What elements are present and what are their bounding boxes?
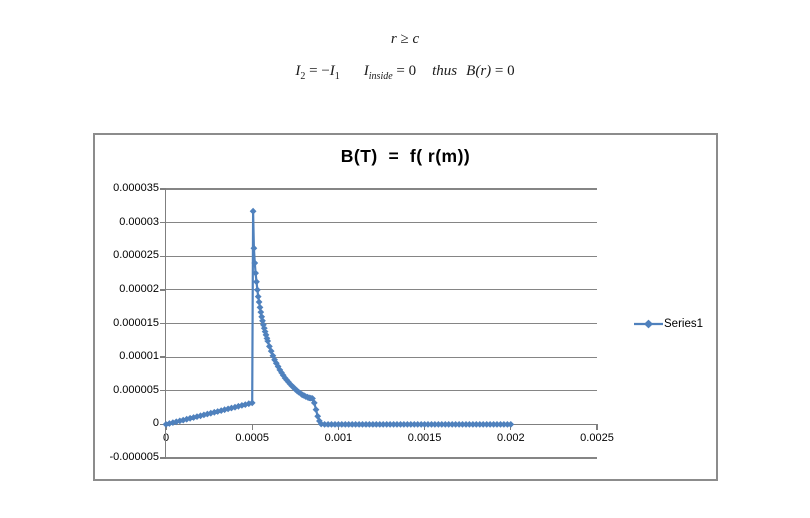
y-tick-label: 0.000035: [113, 182, 159, 194]
eq1-relation: ≥: [396, 31, 413, 47]
x-tick-label: 0.0005: [235, 432, 270, 445]
y-axis-tick: [159, 390, 166, 392]
equation-line-1: r ≥ c: [0, 31, 810, 48]
eq2-rel1: = −: [305, 63, 330, 79]
y-axis-tick: [159, 356, 166, 358]
y-tick-label: 0.000005: [113, 383, 159, 396]
eq2-Iinside-sub: inside: [368, 71, 393, 82]
eq2-thus: thus: [432, 63, 458, 79]
eq2-rel2: = 0: [392, 63, 417, 79]
y-tick-label: -0.000005: [109, 451, 159, 463]
x-tick-label: 0.0025: [580, 432, 614, 445]
y-axis-tick: [159, 457, 166, 459]
y-axis-labels: 0.000035 0.00003 0.000025 0.00002 0.000015 0.…: [95, 135, 159, 479]
x-tick-label: 0.0015: [407, 432, 442, 445]
eq2-I2-sub: 2: [300, 71, 306, 82]
gridline: [166, 457, 597, 459]
y-axis-tick: [159, 255, 166, 257]
series-plot: [162, 207, 515, 428]
y-tick-label: 0.00002: [119, 282, 159, 295]
gridline: [166, 188, 597, 190]
y-axis-tick: [159, 322, 166, 325]
y-tick-label: 0.00003: [119, 215, 159, 228]
y-axis-tick: [159, 221, 166, 224]
x-tick-label: 0.001: [324, 432, 353, 445]
eq2-rel3: = 0: [491, 63, 515, 79]
y-axis-tick: [159, 289, 166, 291]
equation-line-2: I2 = −I1 Iinside = 0 thus B(r) = 0: [0, 63, 810, 82]
eq1-c: c: [412, 31, 420, 47]
chart-title: B(T) = f( r(m)): [340, 146, 471, 166]
x-axis-tick: [596, 423, 598, 430]
chart-frame: B(T) = f( r(m)) 0.000035 0.00003 0.000025 0…: [93, 133, 718, 481]
gridline: [166, 356, 597, 358]
series-markers: [162, 207, 515, 428]
legend-label: Series1: [664, 318, 703, 330]
eq2-I1: I: [329, 63, 335, 79]
plot-area: [159, 188, 598, 459]
gridline: [166, 322, 597, 325]
series-line: [165, 211, 511, 426]
y-tick-label: 0.000025: [113, 249, 159, 262]
gridline: [166, 255, 597, 257]
y-axis-tick: [159, 188, 166, 190]
eq1-r: r: [390, 31, 397, 47]
gridline: [166, 390, 597, 392]
eq2-I1-sub: 1: [334, 71, 340, 82]
gridline: [166, 289, 597, 291]
y-tick-label: 0: [152, 417, 159, 430]
legend: Series1: [634, 316, 703, 332]
legend-marker-icon: [634, 319, 663, 329]
gridline: [166, 222, 597, 224]
y-tick-label: 0.000015: [113, 316, 159, 329]
eq2-Iinside: I: [363, 63, 369, 79]
x-axis-tick: [251, 423, 253, 430]
x-tick-label: 0.002: [497, 432, 525, 445]
eq2-conclusion: B(r): [466, 63, 492, 79]
y-tick-label: 0.00001: [119, 350, 159, 363]
y-axis-line: [164, 189, 167, 459]
eq2-I2: I: [295, 63, 301, 79]
